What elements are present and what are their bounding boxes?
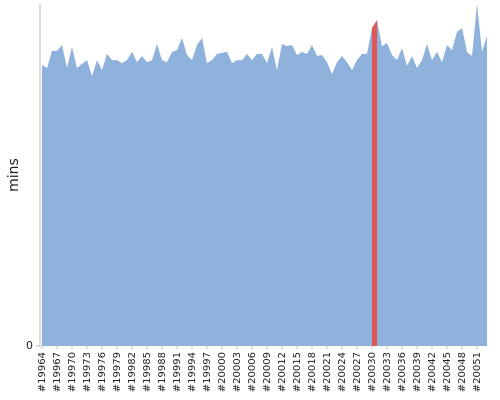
y-axis-label: mins bbox=[6, 158, 22, 192]
x-tick-label: #20024 bbox=[337, 352, 348, 392]
x-tick-label: #20030 bbox=[367, 352, 378, 392]
x-tick-label: #20048 bbox=[457, 352, 468, 392]
x-tick-label: #20042 bbox=[427, 352, 438, 392]
x-tick-label: #20039 bbox=[412, 352, 423, 392]
x-tick-label: #20027 bbox=[352, 352, 363, 392]
y-tick-label: 0 bbox=[26, 339, 33, 352]
highlight-area bbox=[372, 20, 377, 346]
x-tick-label: #19994 bbox=[187, 352, 198, 392]
area bbox=[42, 4, 487, 346]
x-tick-label: #20006 bbox=[247, 352, 258, 392]
x-tick-label: #20018 bbox=[307, 352, 318, 392]
x-tick-label: #20051 bbox=[472, 352, 483, 392]
x-tick-label: #19973 bbox=[82, 352, 93, 392]
x-tick-label: #20000 bbox=[217, 352, 228, 392]
x-tick-label: #19976 bbox=[97, 352, 108, 392]
x-tick-label: #20003 bbox=[232, 352, 243, 392]
x-tick-label: #19988 bbox=[157, 352, 168, 392]
x-tick-label: #20021 bbox=[322, 352, 333, 392]
x-tick-label: #19979 bbox=[112, 352, 123, 392]
x-tick-label: #20015 bbox=[292, 352, 303, 392]
x-tick-label: #20036 bbox=[397, 352, 408, 392]
x-tick-label: #20045 bbox=[442, 352, 453, 392]
x-tick-label: #19970 bbox=[67, 352, 78, 392]
x-tick-label: #20033 bbox=[382, 352, 393, 392]
x-tick-label: #20009 bbox=[262, 352, 273, 392]
x-tick-label: #19991 bbox=[172, 352, 183, 392]
x-tick-label: #19982 bbox=[127, 352, 138, 392]
x-tick-label: #19964 bbox=[37, 352, 48, 392]
x-tick-label: #19997 bbox=[202, 352, 213, 392]
x-tick-label: #19985 bbox=[142, 352, 153, 392]
x-tick-label: #20012 bbox=[277, 352, 288, 392]
x-tick-label: #19967 bbox=[52, 352, 63, 392]
